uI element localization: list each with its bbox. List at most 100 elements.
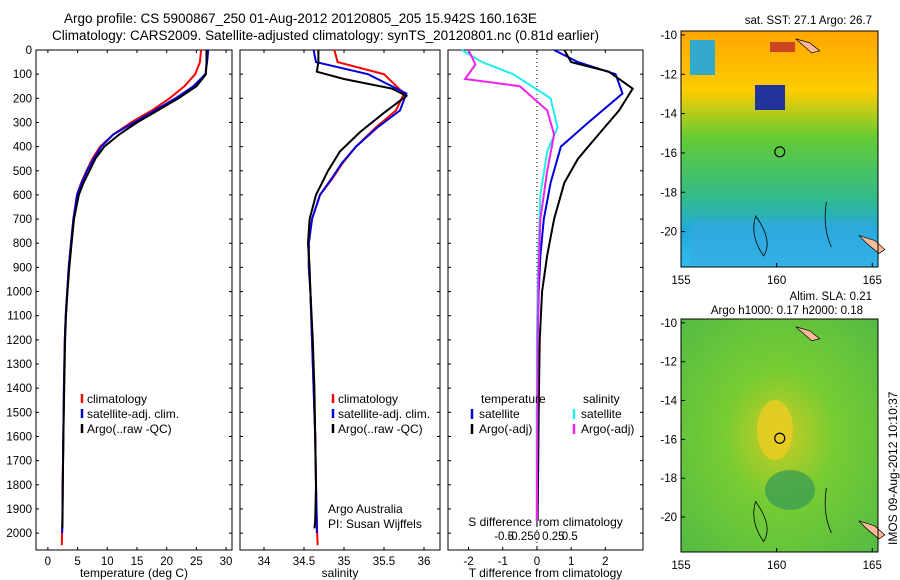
difference-xtick-label: -2 — [463, 556, 473, 568]
salinity-series-1 — [307, 49, 408, 534]
difference-series-1 — [536, 49, 635, 522]
sst_map-xtick-label: 155 — [671, 275, 690, 287]
reef-contour — [753, 214, 768, 257]
salinity-xtick-label: 35.5 — [373, 556, 395, 568]
depth-tick-label: 1300 — [6, 359, 32, 371]
salinity-series-0 — [307, 49, 406, 546]
depth-tick-label: 400 — [13, 142, 32, 154]
sst_map-frame — [680, 30, 879, 268]
sst_map-ytick-label: -10 — [660, 30, 677, 42]
panel-sla_map: 155 160 165 -10 -12 -14 -16 -18 -20 Altim. SLA: 0… — [660, 291, 886, 572]
sla-high — [757, 400, 793, 460]
reef-contour — [753, 500, 768, 543]
depth-tick-label: 1800 — [6, 480, 32, 492]
sla_map-ytick-label: -18 — [660, 473, 677, 485]
difference-xtick-label: 2 — [602, 556, 608, 568]
difference-frame — [447, 49, 644, 551]
argo-location-marker — [774, 146, 786, 158]
legend-entry: climatology — [338, 392, 398, 406]
sla-low — [765, 470, 815, 510]
argo-credit-text: PI: Susan Wijffels — [328, 517, 422, 531]
legend-entry: satellite — [581, 407, 622, 421]
legend-entry: satellite-adj. clim. — [338, 407, 430, 421]
sst_map-ytick-label: -14 — [660, 109, 677, 121]
salinity-xlabel: salinity — [322, 566, 359, 580]
salinity-xtick-label: 36 — [418, 556, 431, 568]
legend-title: temperature — [481, 392, 546, 406]
salinity-diff-tick-label: 0 — [534, 531, 540, 543]
panel-temperature: 0100200300400500600700800900100011001200… — [6, 45, 233, 580]
depth-tick-label: 1700 — [6, 456, 32, 468]
depth-tick-label: 300 — [13, 117, 32, 129]
panel-sst_map: 155 160 165 -10 -12 -14 -16 -18 -20 sat. SST: 27.… — [660, 15, 886, 287]
cool-band — [690, 220, 875, 265]
salinity-xtick-label: 34.5 — [293, 556, 315, 568]
cool-patch — [690, 40, 715, 75]
argo-credit-text: Argo Australia — [328, 502, 403, 516]
warm-patch — [770, 42, 795, 52]
difference-xtick-label: 1 — [568, 556, 574, 568]
legend-entry: Argo(..raw -QC) — [87, 422, 172, 436]
sla_map-ytick-label: -14 — [660, 396, 677, 408]
sla_map-xtick-label: 160 — [767, 560, 786, 572]
temperature-series-2 — [61, 50, 208, 529]
legend-entry: satellite — [479, 407, 520, 421]
title-line-1: Argo profile: CS 5900867_250 01-Aug-2012… — [64, 11, 537, 26]
depth-tick-label: 1400 — [6, 383, 32, 395]
difference-xtick-label: -1 — [498, 556, 508, 568]
depth-tick-label: 2000 — [6, 528, 32, 540]
depth-tick-label: 900 — [13, 262, 32, 274]
depth-tick-label: 1000 — [6, 287, 32, 299]
depth-tick-label: 1900 — [6, 504, 32, 516]
legend-entry: Argo(-adj) — [479, 422, 532, 436]
sst_map-title: sat. SST: 27.1 Argo: 26.7 — [745, 15, 872, 27]
reef-contour — [824, 202, 832, 248]
depth-tick-label: 1600 — [6, 431, 32, 443]
depth-tick-label: 1500 — [6, 407, 32, 419]
sla_map-xtick-label: 165 — [863, 560, 882, 572]
title-line-2: Climatology: CARS2009. Satellite-adjuste… — [52, 28, 600, 43]
temperature-xtick-label: 0 — [45, 556, 51, 568]
sst_map-ytick-label: -18 — [660, 187, 677, 199]
depth-tick-label: 800 — [13, 238, 32, 250]
difference-xlabel: T difference from climatology — [469, 566, 623, 580]
sst_map-xtick-label: 165 — [863, 275, 882, 287]
salinity-diff-axis-label: S difference from climatology — [468, 515, 623, 529]
depth-tick-label: 1200 — [6, 335, 32, 347]
temperature-xtick-label: 20 — [160, 556, 173, 568]
salinity-diff-tick-label: 0.25 — [542, 531, 564, 543]
temperature-xtick-label: 5 — [74, 556, 80, 568]
sla_map-ytick-label: -10 — [660, 318, 677, 330]
salinity-xtick-label: 35 — [338, 556, 351, 568]
temperature-xtick-label: 30 — [220, 556, 233, 568]
sla_map-xtick-label: 155 — [671, 560, 690, 572]
salinity-xtick-label: 34 — [258, 556, 271, 568]
sst_map-ytick-label: -12 — [660, 69, 677, 81]
legend-title: salinity — [583, 392, 620, 406]
salinity-series-2 — [306, 50, 409, 529]
sst_map-ytick-label: -20 — [660, 227, 677, 239]
sla_map-frame — [680, 318, 879, 553]
panel-salinity: 34 34.5 35 35.5 36 salinity climatologysatelli… — [239, 49, 441, 580]
temperature-xtick-label: 10 — [101, 556, 114, 568]
depth-tick-label: 700 — [13, 214, 32, 226]
salinity-diff-tick-label: -0.25 — [507, 531, 533, 543]
sla_map-title: Altim. SLA: 0.21 — [790, 291, 872, 303]
legend-entry: climatology — [87, 392, 147, 406]
legend-entry: Argo(..raw -QC) — [338, 422, 423, 436]
depth-tick-label: 200 — [13, 93, 32, 105]
sla_map-ytick-label: -16 — [660, 434, 677, 446]
salinity-frame — [239, 49, 441, 551]
difference-series-3 — [463, 49, 556, 522]
solomon-land — [795, 38, 821, 54]
salinity-diff-tick-label: 0.5 — [562, 531, 578, 543]
argo-location-marker — [774, 432, 786, 444]
depth-tick-label: 1100 — [7, 311, 32, 323]
sla_map-subtitle: Argo h1000: 0.17 h2000: 0.18 — [711, 305, 863, 317]
panel-difference: -2 -1 0 1 2T difference from climatology -0.5… — [447, 49, 644, 580]
depth-tick-label: 0 — [26, 45, 32, 57]
cold-patch — [755, 85, 785, 110]
temperature-frame — [35, 49, 233, 551]
difference-xtick-label: 0 — [534, 556, 540, 568]
